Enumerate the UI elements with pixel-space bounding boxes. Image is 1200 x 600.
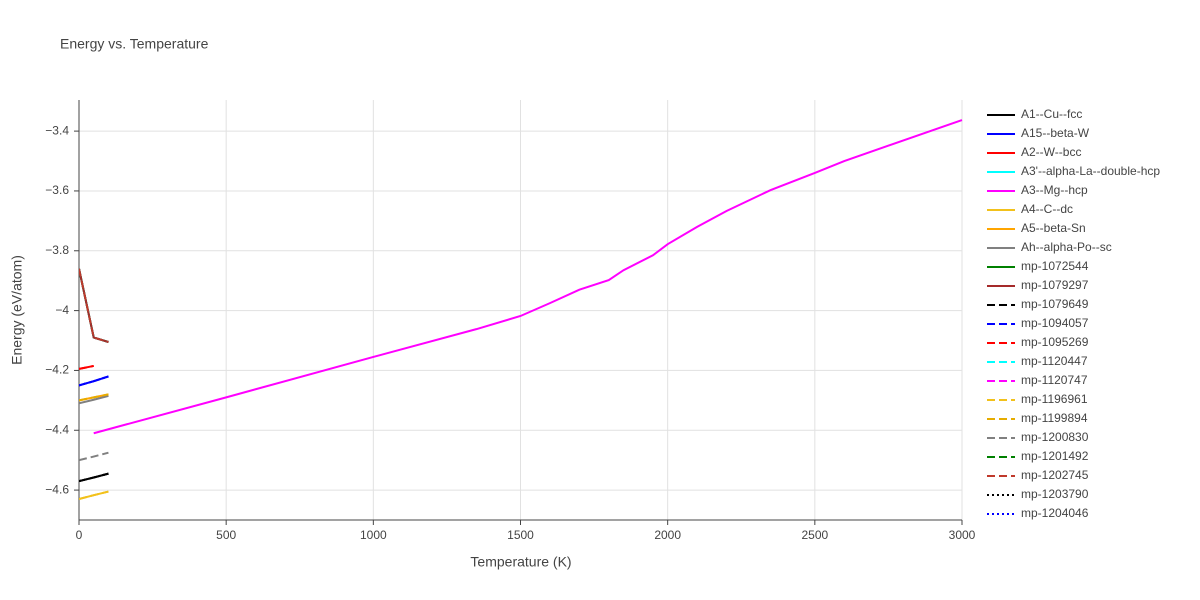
legend-label: mp-1079649 — [1021, 297, 1089, 311]
legend-label: mp-1204046 — [1021, 506, 1089, 520]
legend-label: mp-1120447 — [1021, 354, 1088, 368]
legend-label: mp-1200830 — [1021, 430, 1089, 444]
series-line — [79, 268, 109, 343]
chart-title: Energy vs. Temperature — [60, 36, 209, 52]
y-tick-label: −4.6 — [45, 482, 69, 496]
x-tick-label: 1000 — [360, 528, 387, 542]
y-tick-label: −3.8 — [45, 243, 69, 257]
legend-label: Ah--alpha-Po--sc — [1021, 240, 1112, 254]
series-line — [79, 268, 109, 343]
y-tick-label: −4.4 — [45, 422, 69, 436]
plot-area — [79, 119, 963, 501]
legend-label: mp-1094057 — [1021, 316, 1089, 330]
x-tick-label: 3000 — [949, 528, 976, 542]
legend-label: mp-1203790 — [1021, 487, 1089, 501]
legend-label: mp-1202745 — [1021, 468, 1089, 482]
x-tick-label: 2500 — [801, 528, 828, 542]
series-line — [79, 268, 109, 343]
legend-label: A5--beta-Sn — [1021, 221, 1086, 235]
y-axis-label: Energy (eV/atom) — [9, 255, 25, 365]
legend-label: mp-1120747 — [1021, 373, 1088, 387]
y-tick-label: −4.2 — [45, 363, 69, 377]
legend-label: A15--beta-W — [1021, 126, 1090, 140]
x-tick-label: 500 — [216, 528, 236, 542]
legend-label: A2--W--bcc — [1021, 145, 1081, 159]
x-tick-label: 1500 — [507, 528, 534, 542]
y-tick-label: −4 — [55, 303, 69, 317]
series-line — [79, 394, 109, 405]
series-line — [79, 451, 109, 462]
series-line — [79, 393, 109, 402]
legend-label: A3--Mg--hcp — [1021, 183, 1088, 197]
legend-label: mp-1072544 — [1021, 259, 1089, 273]
series-line — [79, 268, 109, 343]
x-tick-label: 0 — [76, 528, 83, 542]
x-tick-label: 2000 — [654, 528, 681, 542]
series-line — [79, 268, 109, 343]
series-line — [79, 268, 109, 343]
y-tick-label: −3.6 — [45, 183, 69, 197]
series-line — [79, 490, 109, 501]
legend-label: mp-1199894 — [1021, 411, 1088, 425]
legend-label: A1--Cu--fcc — [1021, 107, 1082, 121]
series-line — [79, 472, 109, 483]
y-tick-label: −3.4 — [45, 123, 69, 137]
legend-label: mp-1095269 — [1021, 335, 1089, 349]
legend-label: A4--C--dc — [1021, 202, 1073, 216]
legend-label: mp-1201492 — [1021, 449, 1089, 463]
legend-label: mp-1196961 — [1021, 392, 1088, 406]
series-line — [79, 268, 109, 343]
series-line — [79, 364, 94, 370]
x-axis-label: Temperature (K) — [470, 554, 571, 570]
series-line — [79, 375, 109, 387]
legend-label: A3'--alpha-La--double-hcp — [1021, 164, 1160, 178]
legend-label: mp-1079297 — [1021, 278, 1089, 292]
series-line — [93, 119, 963, 435]
